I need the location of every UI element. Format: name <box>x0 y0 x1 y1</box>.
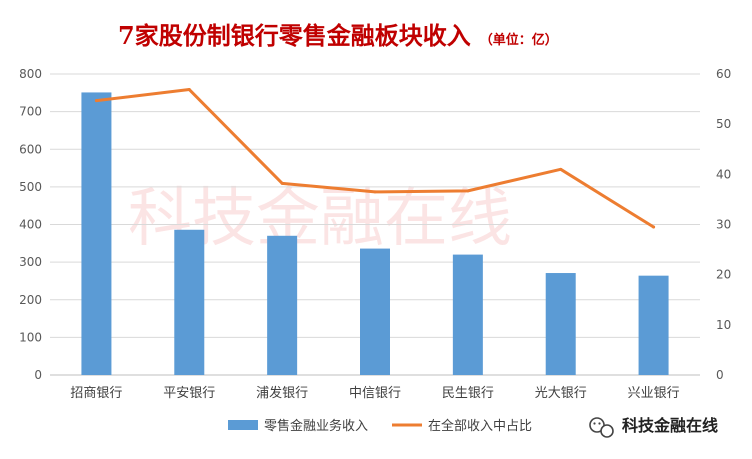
line-point <box>559 167 563 171</box>
legend: 零售金融业务收入 在全部收入中占比 <box>228 418 532 434</box>
y-right-tick-label: 50 <box>716 117 731 131</box>
line-point <box>466 189 470 193</box>
y-axis-left: 0 100 200 300 400 500 600 700 800 <box>19 67 42 382</box>
chart-title-text: 7家股份制银行零售金融板块收入 （单位：亿） <box>118 21 558 50</box>
y-left-tick-label: 500 <box>19 180 42 194</box>
x-tick-label: 光大银行 <box>535 386 587 401</box>
chart-title-group: 7家股份制银行零售金融板块收入 （单位：亿） <box>118 21 558 50</box>
y-left-tick-label: 200 <box>19 293 42 307</box>
bar-series <box>81 92 669 375</box>
y-axis-right: 0 10 20 30 40 50 60 <box>716 67 731 382</box>
line-point <box>373 190 377 194</box>
chart-title-unit: （单位：亿） <box>480 32 558 48</box>
x-tick-label: 民生银行 <box>442 386 494 401</box>
bar <box>545 273 576 375</box>
line-point <box>187 88 191 92</box>
y-left-tick-label: 0 <box>34 368 42 382</box>
line-point <box>94 99 98 103</box>
y-left-tick-label: 600 <box>19 142 42 156</box>
legend-label: 在全部收入中占比 <box>428 418 532 434</box>
x-axis: 招商银行 平安银行 浦发银行 中信银行 民生银行 光大银行 兴业银行 <box>70 385 679 401</box>
legend-swatch-bar <box>228 420 258 430</box>
x-tick-label: 兴业银行 <box>628 386 680 401</box>
y-left-tick-label: 100 <box>19 330 42 344</box>
line-point <box>280 181 284 185</box>
y-left-tick-label: 400 <box>19 218 42 232</box>
y-right-tick-label: 30 <box>716 218 731 232</box>
bar <box>81 92 112 375</box>
wechat-icon <box>589 417 614 438</box>
bar <box>360 248 390 375</box>
y-right-tick-label: 0 <box>716 368 724 382</box>
y-right-tick-label: 20 <box>716 268 731 282</box>
y-right-tick-label: 60 <box>716 67 731 81</box>
bar <box>452 254 483 375</box>
line-point <box>652 225 656 229</box>
bar <box>638 275 669 375</box>
legend-label: 零售金融业务收入 <box>264 418 368 434</box>
y-left-tick-label: 700 <box>19 105 42 119</box>
brand-label: 科技金融在线 <box>622 416 718 435</box>
y-right-tick-label: 40 <box>716 167 731 181</box>
x-tick-label: 平安银行 <box>163 386 215 401</box>
bar <box>267 235 298 375</box>
bar <box>174 229 205 375</box>
x-tick-label: 招商银行 <box>70 386 122 401</box>
x-tick-label: 中信银行 <box>349 386 401 401</box>
chart-title: 7家股份制银行零售金融板块收入 <box>118 21 471 50</box>
line-series <box>94 88 656 229</box>
brand-badge: 科技金融在线 <box>589 416 718 438</box>
x-tick-label: 浦发银行 <box>256 385 308 401</box>
y-right-tick-label: 10 <box>716 318 731 332</box>
y-left-tick-label: 300 <box>19 255 42 269</box>
y-left-tick-label: 800 <box>19 67 42 81</box>
